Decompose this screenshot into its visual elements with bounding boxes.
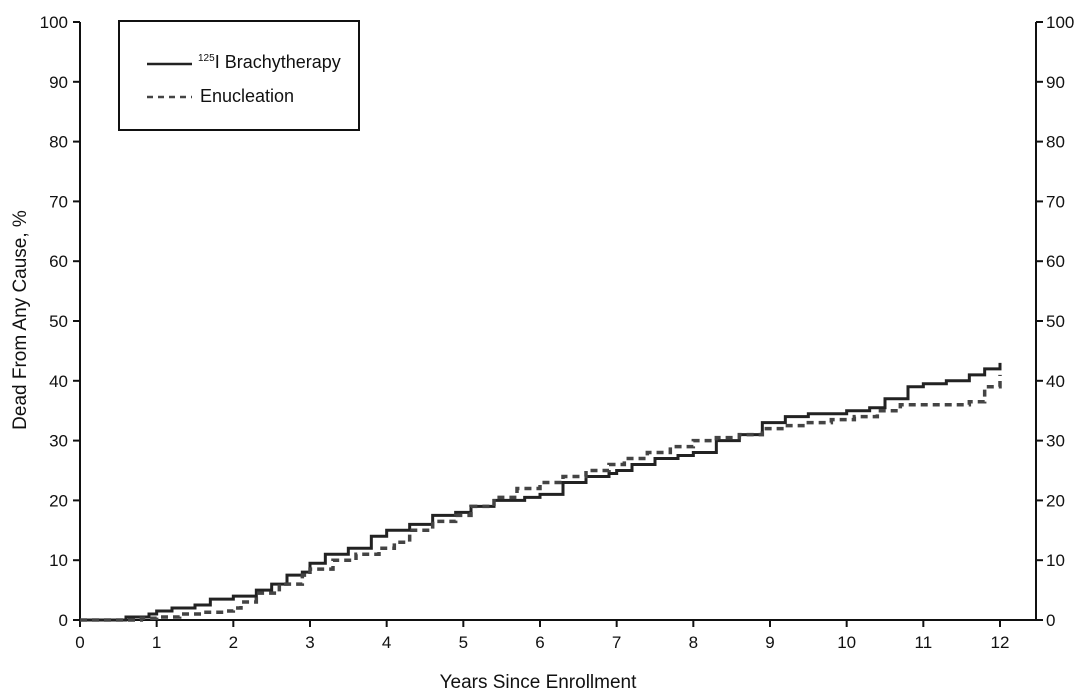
x-tick-label: 5 xyxy=(459,633,468,652)
legend-label-enucleation: Enucleation xyxy=(200,86,294,106)
ticks-group: 0 1 2 3 4 5 6 7 8 9 10 11 12010203040506070809010001… xyxy=(40,13,1075,652)
y-tick-label-right: 70 xyxy=(1046,192,1065,211)
series-line-brachytherapy xyxy=(80,362,1002,622)
x-tick-label: 2 xyxy=(229,633,238,652)
y-tick-label-left: 20 xyxy=(49,491,68,510)
y-tick-label-left: 50 xyxy=(49,312,68,331)
y-tick-label-left: 40 xyxy=(49,372,68,391)
x-tick-label: 10 xyxy=(837,633,856,652)
x-tick-label: 3 xyxy=(305,633,314,652)
y-tick-label-left: 0 xyxy=(59,611,68,630)
y-tick-label-right: 90 xyxy=(1046,73,1065,92)
x-tick-label: 7 xyxy=(612,633,621,652)
legend-box xyxy=(118,20,360,131)
y-tick-label-right: 60 xyxy=(1046,252,1065,271)
series-line-enucleation xyxy=(80,374,1002,622)
y-tick-label-right: 80 xyxy=(1046,133,1065,152)
x-tick-label: 11 xyxy=(915,633,933,652)
legend-label-text: I Brachytherapy xyxy=(215,52,341,72)
x-axis-title: Years Since Enrollment xyxy=(440,672,638,693)
y-tick-label-left: 100 xyxy=(40,13,68,32)
legend-superscript: 125 xyxy=(198,53,215,64)
y-tick-label-left: 10 xyxy=(49,551,68,570)
y-tick-label-left: 60 xyxy=(49,252,68,271)
x-tick-label: 4 xyxy=(382,633,391,652)
x-tick-label: 12 xyxy=(991,633,1010,652)
series-group xyxy=(80,362,1002,622)
y-tick-label-right: 20 xyxy=(1046,491,1065,510)
y-axis-title: Dead From Any Cause, % xyxy=(10,210,31,430)
y-tick-label-left: 70 xyxy=(49,192,68,211)
x-tick-label: 0 xyxy=(75,633,84,652)
x-tick-label: 6 xyxy=(535,633,544,652)
y-tick-label-left: 80 xyxy=(49,133,68,152)
x-tick-label: 9 xyxy=(765,633,774,652)
legend: 125I Brachytherapy Enucleation xyxy=(118,20,360,131)
y-tick-label-left: 90 xyxy=(49,73,68,92)
y-tick-label-right: 30 xyxy=(1046,432,1065,451)
legend-label-brachytherapy: 125I Brachytherapy xyxy=(198,52,341,72)
y-tick-label-right: 0 xyxy=(1046,611,1055,630)
x-tick-label: 8 xyxy=(689,633,698,652)
y-tick-label-right: 100 xyxy=(1046,13,1074,32)
y-tick-label-left: 30 xyxy=(49,432,68,451)
x-tick-label: 1 xyxy=(152,633,161,652)
y-tick-label-right: 50 xyxy=(1046,312,1065,331)
y-tick-label-right: 40 xyxy=(1046,372,1065,391)
y-tick-label-right: 10 xyxy=(1046,551,1065,570)
